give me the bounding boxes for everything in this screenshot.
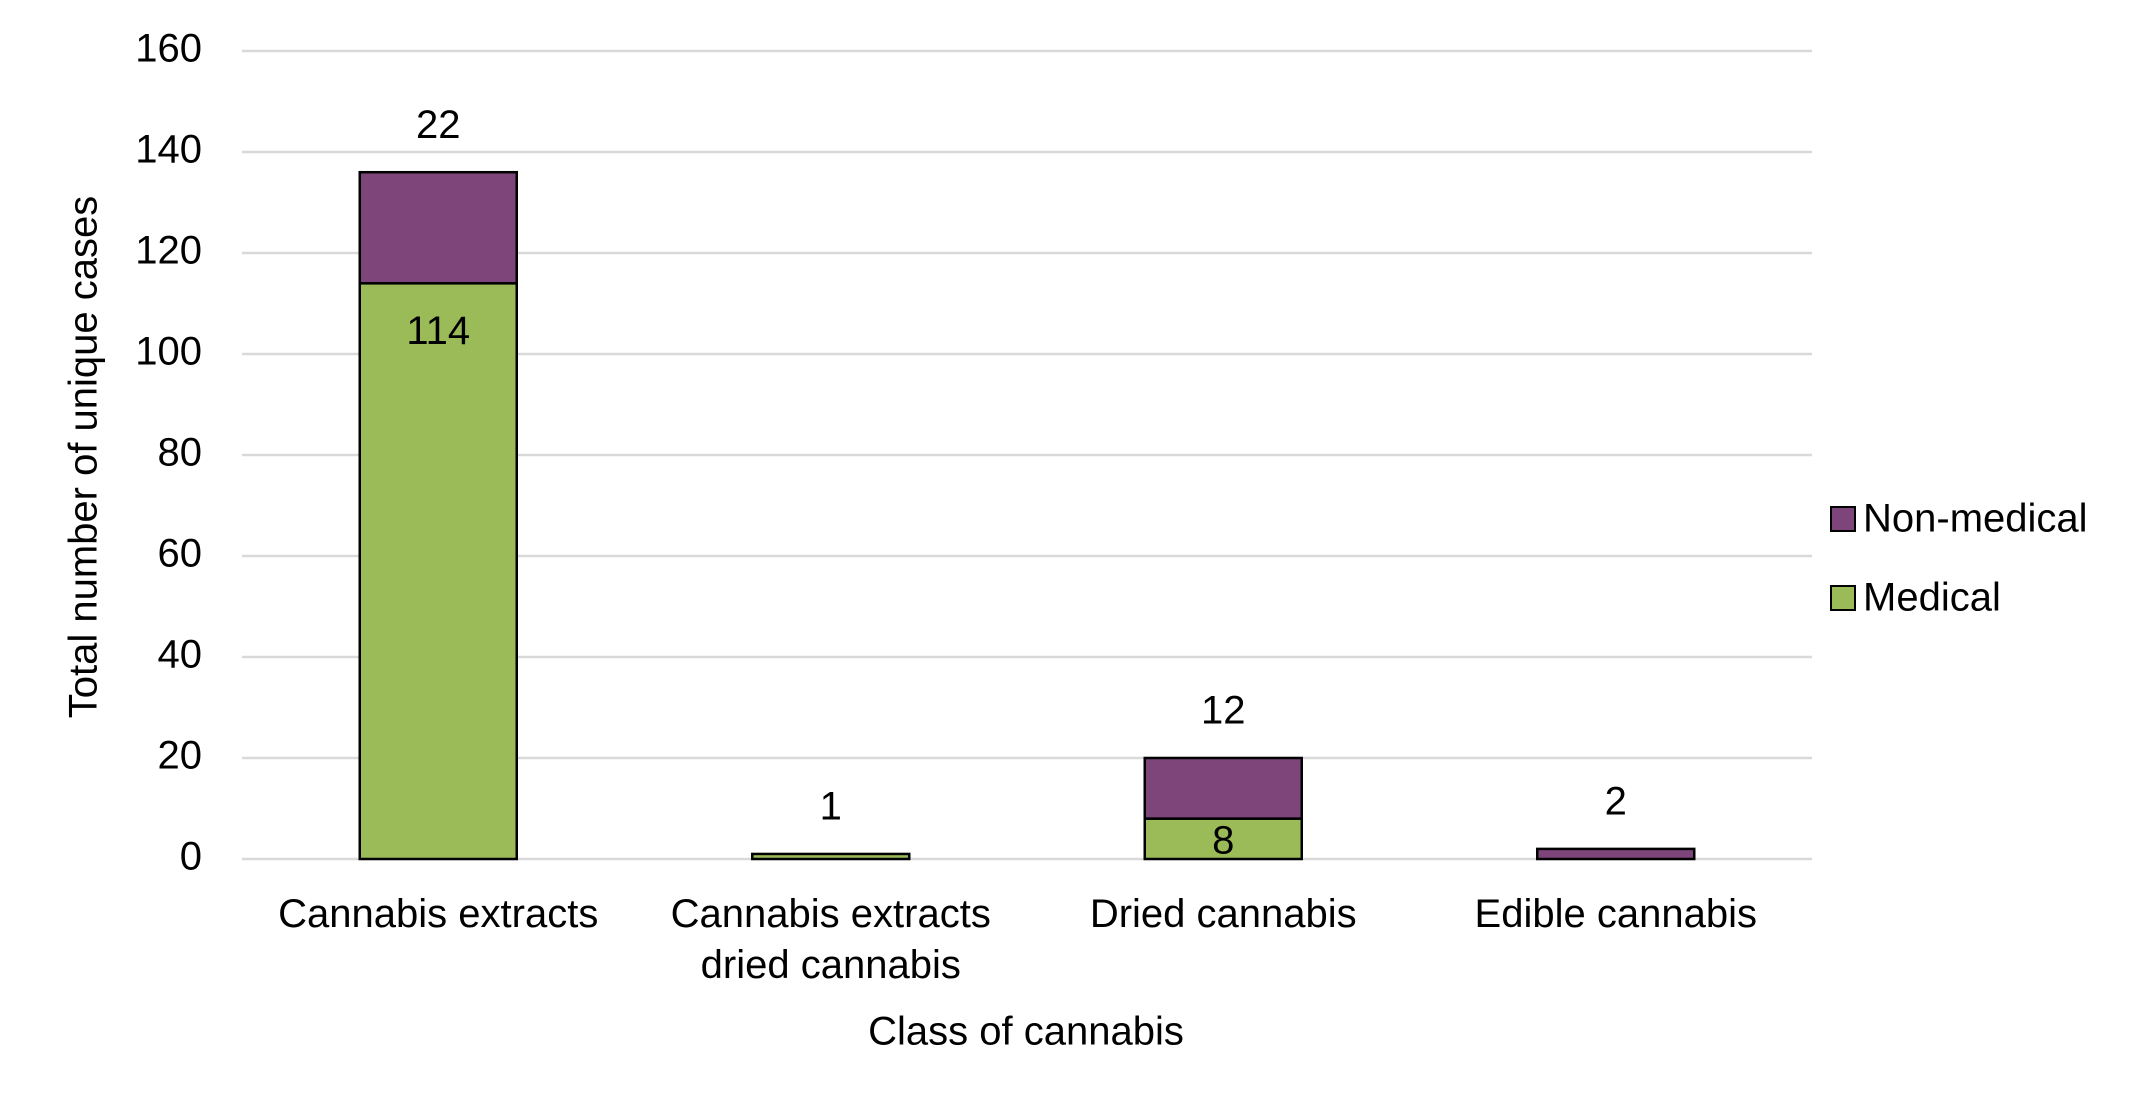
y-tick-label: 80: [158, 431, 203, 475]
data-label: 1: [820, 785, 842, 829]
bar-segment: [1143, 817, 1303, 861]
x-axis-title: Class of cannabis: [868, 1010, 1184, 1054]
data-label: 8: [1212, 818, 1234, 862]
x-tick-label: Cannabis extracts dried cannabis: [670, 892, 991, 987]
y-tick-label: 160: [135, 27, 202, 71]
data-label: 114: [406, 309, 470, 353]
bar-segment: [751, 852, 911, 861]
legend-swatch: [1830, 506, 1856, 532]
y-tick-label: 40: [158, 633, 203, 677]
y-tick-label: 60: [158, 532, 203, 576]
y-tick-label: 100: [135, 330, 202, 374]
bar-segment: [358, 170, 518, 285]
data-label: 2: [1605, 779, 1627, 823]
data-label: 22: [416, 103, 461, 147]
legend-swatch: [1830, 585, 1856, 611]
data-label: 12: [1201, 689, 1246, 733]
legend-label: Non-medical: [1863, 497, 2088, 541]
bar-segment: [1536, 847, 1696, 861]
bar-segment: [358, 282, 518, 861]
legend-label: Medical: [1863, 576, 2001, 620]
y-tick-label: 0: [180, 835, 202, 879]
y-axis-title: Total number of unique cases: [62, 196, 106, 719]
x-tick-label: Edible cannabis: [1474, 892, 1757, 936]
y-tick-label: 140: [135, 128, 202, 172]
bar-segment: [1143, 756, 1303, 820]
x-tick-label: Dried cannabis: [1089, 892, 1357, 936]
y-tick-label: 120: [135, 229, 202, 273]
y-tick-label: 20: [158, 734, 203, 778]
x-tick-label: Cannabis extracts: [278, 892, 599, 936]
